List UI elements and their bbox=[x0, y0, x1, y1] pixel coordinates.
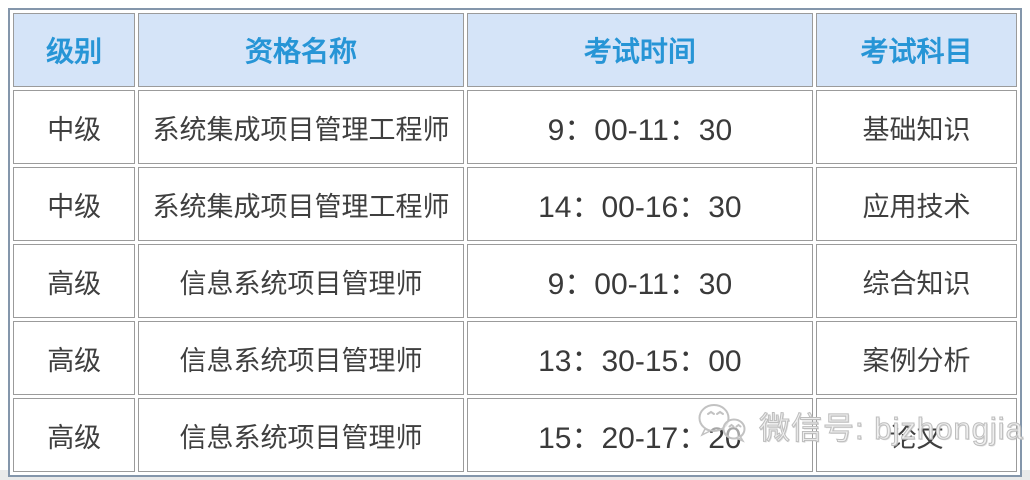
cell-level: 高级 bbox=[13, 321, 136, 395]
header-cell-subject: 考试科目 bbox=[815, 13, 1017, 87]
header-cell-level: 级别 bbox=[13, 13, 136, 87]
exam-schedule-table: 级别 资格名称 考试时间 考试科目 中级 系统集成项目管理工程师 9：00-11… bbox=[8, 8, 1022, 477]
cell-level: 中级 bbox=[13, 90, 136, 164]
cell-subject: 综合知识 bbox=[815, 244, 1017, 318]
cell-time: 9：00-11：30 bbox=[466, 90, 813, 164]
cell-subject: 案例分析 bbox=[815, 321, 1017, 395]
cell-time: 15：20-17：20 bbox=[466, 398, 813, 472]
cell-qualification: 信息系统项目管理师 bbox=[138, 244, 464, 318]
cell-level: 高级 bbox=[13, 398, 136, 472]
cell-time: 13：30-15：00 bbox=[466, 321, 813, 395]
cell-level: 高级 bbox=[13, 244, 136, 318]
cell-qualification: 信息系统项目管理师 bbox=[138, 321, 464, 395]
header-cell-time: 考试时间 bbox=[466, 13, 813, 87]
table-row: 中级 系统集成项目管理工程师 9：00-11：30 基础知识 bbox=[13, 90, 1017, 164]
cell-qualification: 系统集成项目管理工程师 bbox=[138, 167, 464, 241]
cell-qualification: 信息系统项目管理师 bbox=[138, 398, 464, 472]
cell-subject: 论文 bbox=[815, 398, 1017, 472]
cell-time: 14：00-16：30 bbox=[466, 167, 813, 241]
cell-subject: 基础知识 bbox=[815, 90, 1017, 164]
table-row: 高级 信息系统项目管理师 9：00-11：30 综合知识 bbox=[13, 244, 1017, 318]
header-row: 级别 资格名称 考试时间 考试科目 bbox=[13, 13, 1017, 87]
table-row: 高级 信息系统项目管理师 15：20-17：20 论文 bbox=[13, 398, 1017, 472]
cell-qualification: 系统集成项目管理工程师 bbox=[138, 90, 464, 164]
cell-subject: 应用技术 bbox=[815, 167, 1017, 241]
table-row: 高级 信息系统项目管理师 13：30-15：00 案例分析 bbox=[13, 321, 1017, 395]
table-row: 中级 系统集成项目管理工程师 14：00-16：30 应用技术 bbox=[13, 167, 1017, 241]
cell-level: 中级 bbox=[13, 167, 136, 241]
cell-time: 9：00-11：30 bbox=[466, 244, 813, 318]
header-cell-qualification: 资格名称 bbox=[138, 13, 464, 87]
